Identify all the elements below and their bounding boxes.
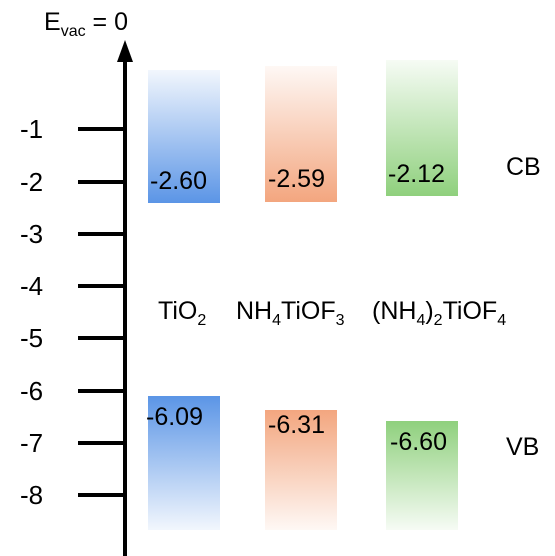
axis-title-main: E bbox=[44, 8, 61, 36]
axis-ticks bbox=[78, 127, 127, 497]
cb-value-tio2: -2.60 bbox=[150, 167, 207, 195]
cb-block-nh4tiof3 bbox=[265, 66, 337, 202]
vb-block-tio2 bbox=[148, 396, 220, 530]
axis-arrowhead bbox=[117, 40, 133, 62]
vb-value-nh42tiof4: -6.60 bbox=[390, 428, 447, 456]
material-label-tio2: TiO2 bbox=[158, 297, 207, 329]
tick-label: -4 bbox=[20, 271, 44, 301]
cb-value-nh4tiof3: -2.59 bbox=[268, 165, 325, 193]
axis-title-rest: = 0 bbox=[85, 8, 128, 36]
vb-block-nh4tiof3 bbox=[265, 410, 337, 530]
cb-label: CB bbox=[506, 153, 541, 181]
tick-label: -7 bbox=[20, 428, 44, 458]
tick-label: -5 bbox=[20, 323, 44, 353]
material-label-nh42tiof4: (NH4)2TiOF4 bbox=[372, 297, 507, 329]
vb-value-tio2: -6.09 bbox=[146, 403, 203, 431]
tick-label: -3 bbox=[20, 219, 44, 249]
material-label-nh4tiof3: NH4TiOF3 bbox=[236, 297, 345, 329]
vb-value-nh4tiof3: -6.31 bbox=[268, 411, 325, 439]
axis-title: Evac = 0 bbox=[44, 8, 128, 40]
cb-block-nh42tiof4 bbox=[386, 60, 458, 196]
tick-label: -2 bbox=[20, 167, 44, 197]
vb-block-nh42tiof4 bbox=[386, 421, 458, 530]
axis-title-sub: vac bbox=[60, 23, 86, 40]
tick-label: -8 bbox=[20, 480, 44, 510]
tick-label: -6 bbox=[20, 376, 44, 406]
vb-label: VB bbox=[506, 433, 540, 461]
tick-label: -1 bbox=[20, 114, 44, 144]
cb-value-nh42tiof4: -2.12 bbox=[388, 160, 445, 188]
cb-block-tio2 bbox=[148, 70, 220, 203]
